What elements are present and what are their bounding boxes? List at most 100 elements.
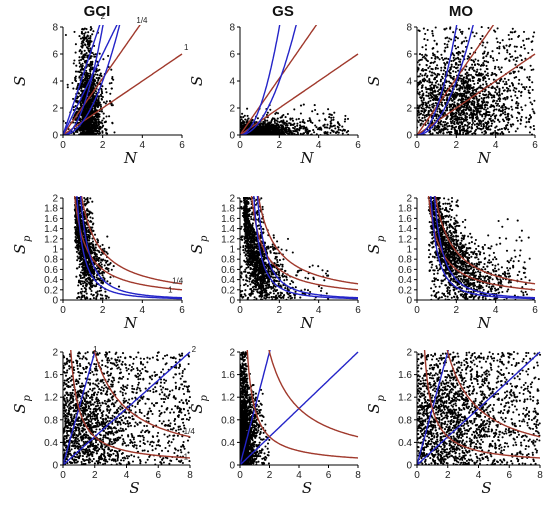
scatter-point — [78, 71, 81, 74]
scatter-point — [85, 77, 88, 80]
scatter-point — [485, 82, 488, 86]
scatter-point — [437, 125, 441, 128]
scatter-point — [459, 58, 462, 61]
scatter-point — [461, 113, 465, 116]
scatter-point — [295, 130, 298, 133]
scatter-point — [478, 110, 481, 113]
scatter-point — [497, 82, 501, 85]
scatter-point — [422, 92, 425, 95]
scatter-point — [465, 112, 468, 115]
scatter-point — [273, 120, 276, 123]
scatter-point — [492, 59, 495, 62]
scatter-point — [462, 120, 465, 123]
scatter-point — [503, 77, 506, 80]
scatter-point — [499, 97, 502, 101]
scatter-point — [85, 40, 88, 43]
scatter-point — [96, 118, 99, 121]
scatter-point — [425, 64, 428, 67]
scatter-point — [442, 73, 445, 76]
scatter-point — [481, 52, 485, 55]
scatter-point — [464, 79, 467, 82]
scatter-point — [446, 46, 449, 49]
scatter-point — [431, 30, 434, 33]
scatter-point — [82, 111, 85, 114]
scatter-point — [80, 68, 83, 71]
scatter-point — [419, 123, 422, 126]
scatter-point — [98, 74, 101, 77]
scatter-point — [97, 79, 100, 82]
scatter-point — [503, 96, 506, 99]
scatter-point — [96, 73, 99, 76]
scatter-point — [498, 89, 501, 92]
scatter-point — [482, 41, 485, 44]
scatter-point — [78, 59, 81, 62]
scatter-point — [485, 126, 488, 129]
scatter-point — [476, 62, 479, 66]
scatter-point — [458, 98, 461, 101]
scatter-point — [323, 131, 326, 134]
scatter-point — [520, 66, 523, 69]
scatter-point — [444, 86, 447, 89]
scatter-point — [305, 126, 308, 129]
scatter-point — [328, 116, 331, 119]
scatter-point — [492, 109, 495, 112]
scatter-point — [324, 118, 327, 121]
scatter-point — [497, 66, 500, 69]
scatter-point — [439, 123, 442, 126]
scatter-point — [448, 74, 451, 77]
scatter-point — [110, 268, 113, 271]
scatter-point — [467, 27, 470, 30]
scatter-point — [437, 83, 440, 86]
scatter-point — [105, 91, 108, 94]
scatter-point — [469, 73, 473, 77]
scatter-point — [422, 98, 425, 101]
scatter-point — [485, 55, 488, 58]
scatter-point — [82, 130, 85, 133]
scatter-point — [76, 97, 79, 100]
scatter-point — [74, 77, 77, 80]
scatter-point — [421, 53, 424, 56]
scatter-point — [511, 55, 514, 58]
scatter-point — [496, 92, 499, 95]
scatter-point — [458, 116, 461, 119]
scatter-point — [420, 99, 423, 102]
scatter-point — [506, 49, 509, 52]
scatter-point — [450, 59, 453, 63]
x-tick-label: 6 — [532, 140, 538, 151]
scatter-point — [73, 132, 76, 135]
scatter-point — [533, 112, 536, 115]
scatter-point — [485, 113, 488, 116]
scatter-point — [95, 276, 98, 279]
scatter-point — [482, 62, 485, 65]
scatter-point — [467, 97, 470, 100]
scatter-point — [102, 117, 105, 120]
scatter-point — [324, 126, 328, 129]
column-title-mo: MO — [449, 3, 473, 20]
scatter-point — [296, 124, 299, 127]
scatter-point — [75, 250, 78, 253]
scatter-point — [261, 131, 264, 134]
scatter-point — [465, 129, 468, 132]
scatter-point — [453, 101, 456, 104]
scatter-point — [496, 27, 499, 30]
scatter-point — [79, 104, 82, 107]
scatter-point — [107, 296, 110, 299]
scatter-point — [94, 101, 97, 104]
scatter-point — [289, 129, 292, 132]
scatter-point — [520, 59, 523, 62]
scatter-point — [74, 75, 77, 78]
scatter-point — [421, 84, 424, 87]
scatter-point — [82, 285, 85, 288]
scatter-point — [266, 111, 269, 114]
x-tick-label: 6 — [355, 140, 361, 151]
scatter-point — [493, 87, 496, 90]
scatter-point — [494, 30, 497, 33]
scatter-point — [279, 132, 282, 135]
scatter-point — [484, 80, 487, 83]
scatter-point — [440, 66, 443, 69]
scatter-point — [419, 96, 422, 99]
scatter-point — [503, 103, 506, 106]
scatter-point — [494, 65, 497, 68]
scatter-point — [299, 112, 302, 115]
